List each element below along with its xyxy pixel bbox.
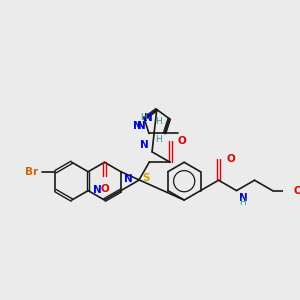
Text: N: N: [124, 174, 132, 184]
Text: H: H: [155, 135, 162, 144]
Text: N: N: [144, 113, 153, 123]
Text: N: N: [93, 185, 102, 195]
Text: S: S: [142, 173, 150, 183]
Text: O: O: [178, 136, 186, 146]
Text: O: O: [226, 154, 235, 164]
Text: N: N: [239, 193, 248, 202]
Text: N: N: [137, 121, 146, 130]
Text: N: N: [140, 140, 148, 150]
Text: O: O: [294, 186, 300, 196]
Text: H: H: [141, 113, 147, 122]
Text: Br: Br: [25, 167, 38, 177]
Text: O: O: [100, 184, 109, 194]
Text: N: N: [133, 122, 141, 131]
Text: H: H: [154, 117, 161, 126]
Text: H: H: [239, 198, 246, 207]
